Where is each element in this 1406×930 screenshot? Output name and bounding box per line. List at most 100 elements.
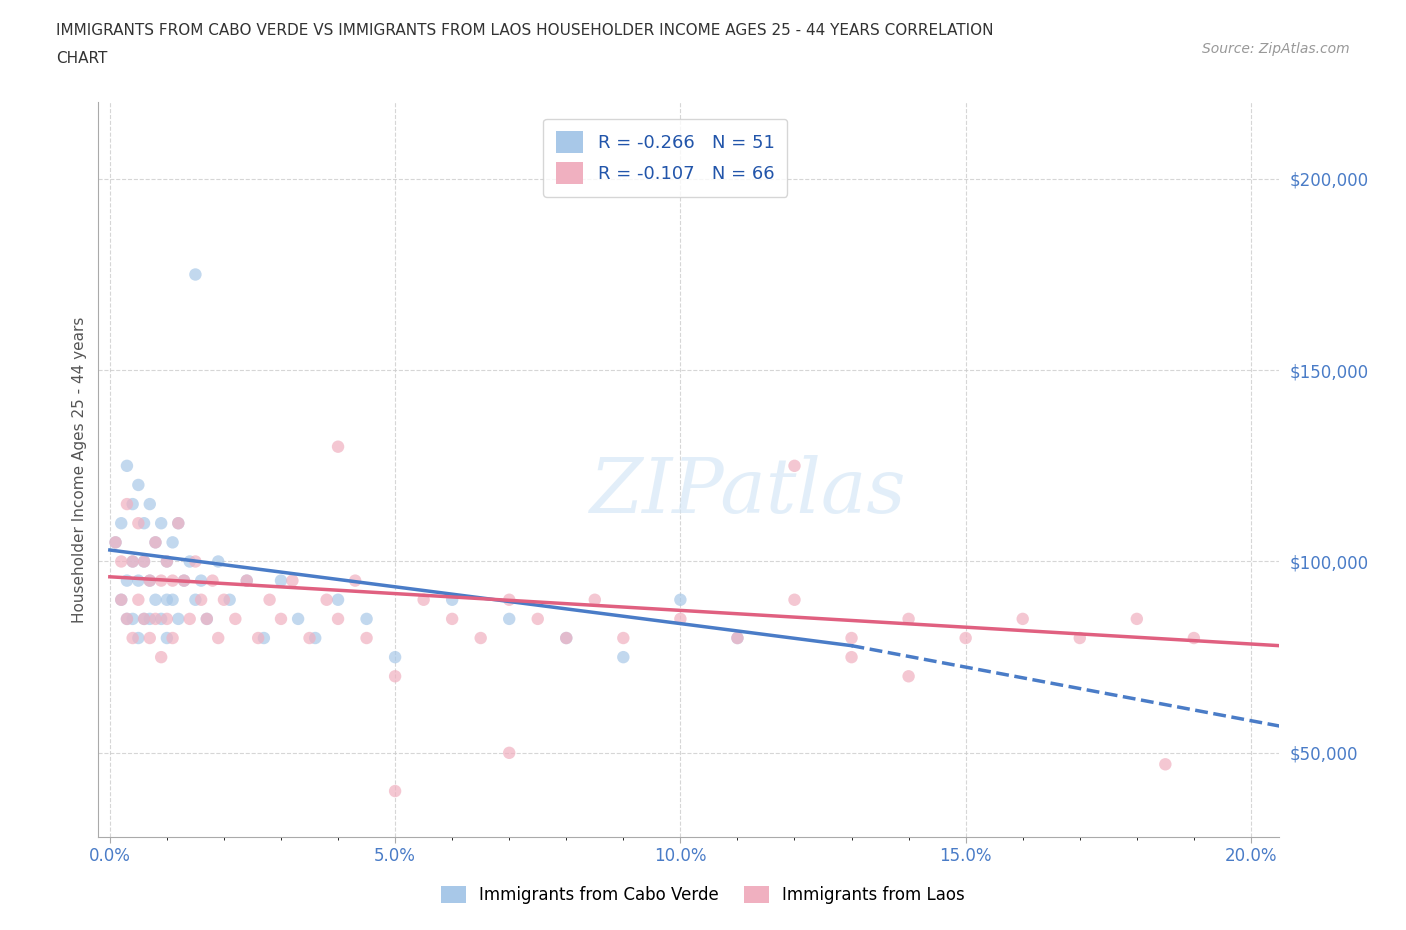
Point xyxy=(281,573,304,588)
Point xyxy=(115,497,138,512)
Point xyxy=(127,592,149,607)
Point xyxy=(441,592,464,607)
Point xyxy=(841,650,863,665)
Point xyxy=(190,592,212,607)
Point xyxy=(412,592,434,607)
Point xyxy=(201,573,224,588)
Point xyxy=(162,631,184,645)
Point xyxy=(115,611,138,626)
Point xyxy=(132,611,155,626)
Point xyxy=(110,554,132,569)
Point xyxy=(498,611,520,626)
Point xyxy=(270,573,292,588)
Point xyxy=(132,554,155,569)
Point xyxy=(104,535,127,550)
Point xyxy=(326,592,349,607)
Point xyxy=(207,554,229,569)
Point xyxy=(184,592,207,607)
Point xyxy=(326,611,349,626)
Point xyxy=(326,439,349,454)
Point xyxy=(1069,631,1091,645)
Point xyxy=(344,573,367,588)
Point xyxy=(156,554,179,569)
Point xyxy=(253,631,276,645)
Point xyxy=(110,592,132,607)
Point xyxy=(127,631,149,645)
Point xyxy=(526,611,548,626)
Point xyxy=(725,631,748,645)
Point xyxy=(110,516,132,531)
Point xyxy=(121,497,143,512)
Point xyxy=(139,573,162,588)
Point xyxy=(139,497,162,512)
Point xyxy=(132,611,155,626)
Point xyxy=(127,573,149,588)
Point xyxy=(384,784,406,799)
Point xyxy=(167,516,190,531)
Point xyxy=(127,516,149,531)
Point xyxy=(162,573,184,588)
Point xyxy=(150,650,173,665)
Point xyxy=(218,592,240,607)
Point xyxy=(583,592,606,607)
Point xyxy=(150,573,173,588)
Point xyxy=(298,631,321,645)
Point xyxy=(121,554,143,569)
Point xyxy=(195,611,218,626)
Point xyxy=(783,592,806,607)
Point xyxy=(224,611,246,626)
Point xyxy=(115,611,138,626)
Point xyxy=(132,554,155,569)
Point xyxy=(156,592,179,607)
Point xyxy=(179,554,201,569)
Point xyxy=(725,631,748,645)
Point xyxy=(167,516,190,531)
Point xyxy=(184,267,207,282)
Point xyxy=(121,631,143,645)
Point xyxy=(145,535,167,550)
Point xyxy=(145,592,167,607)
Point xyxy=(127,477,149,492)
Point xyxy=(145,535,167,550)
Point xyxy=(498,745,520,760)
Point xyxy=(1154,757,1177,772)
Point xyxy=(897,669,920,684)
Point xyxy=(212,592,235,607)
Point xyxy=(104,535,127,550)
Point xyxy=(669,592,692,607)
Point xyxy=(156,554,179,569)
Point xyxy=(156,631,179,645)
Point xyxy=(139,573,162,588)
Point xyxy=(145,611,167,626)
Point xyxy=(110,592,132,607)
Point xyxy=(612,650,634,665)
Point xyxy=(132,516,155,531)
Point xyxy=(304,631,326,645)
Point xyxy=(1126,611,1149,626)
Point xyxy=(139,611,162,626)
Point xyxy=(207,631,229,645)
Point xyxy=(173,573,195,588)
Text: Source: ZipAtlas.com: Source: ZipAtlas.com xyxy=(1202,42,1350,56)
Point xyxy=(1011,611,1033,626)
Point xyxy=(162,535,184,550)
Point xyxy=(236,573,259,588)
Legend: Immigrants from Cabo Verde, Immigrants from Laos: Immigrants from Cabo Verde, Immigrants f… xyxy=(433,878,973,912)
Point xyxy=(190,573,212,588)
Point xyxy=(287,611,309,626)
Point xyxy=(247,631,270,645)
Point xyxy=(783,458,806,473)
Point xyxy=(121,554,143,569)
Text: IMMIGRANTS FROM CABO VERDE VS IMMIGRANTS FROM LAOS HOUSEHOLDER INCOME AGES 25 - : IMMIGRANTS FROM CABO VERDE VS IMMIGRANTS… xyxy=(56,23,994,38)
Point xyxy=(498,592,520,607)
Point xyxy=(669,611,692,626)
Point xyxy=(555,631,578,645)
Point xyxy=(470,631,492,645)
Point xyxy=(150,611,173,626)
Point xyxy=(115,458,138,473)
Point xyxy=(162,592,184,607)
Point xyxy=(384,669,406,684)
Point xyxy=(173,573,195,588)
Point xyxy=(259,592,281,607)
Point xyxy=(356,611,378,626)
